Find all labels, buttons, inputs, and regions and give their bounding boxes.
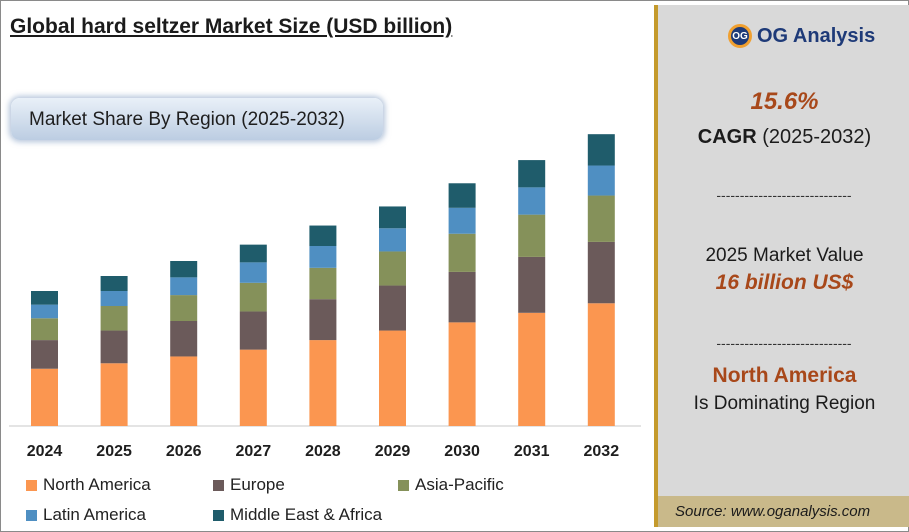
bar-segment [170,261,198,278]
bar-segment [379,330,406,426]
bar-segment [587,241,615,304]
legend-label: Asia-Pacific [415,475,504,494]
legend: North America Europe Asia-Pacific Latin … [26,475,586,531]
legend-swatch-north-america [26,479,37,491]
bar-segment [239,349,267,426]
bar-segment [518,312,546,426]
bar-segment [587,303,615,426]
dominating-region-label: Is Dominating Region [693,393,876,414]
divider-1: ----------------------------- [716,187,852,203]
bar-segment [448,207,476,234]
bar-segment [379,285,406,331]
bar-segment [100,330,128,364]
bar-segment [448,183,476,208]
bar-segment [309,246,337,268]
legend-label: Latin America [43,505,146,524]
legend-swatch-asia-pacific [398,479,409,491]
bar-segment [587,134,615,166]
bar-segment [309,340,337,426]
bar-segment [170,356,198,426]
bar-segment [379,206,406,229]
x-tick-label: 2028 [305,443,341,460]
logo-mark-icon: OG [728,24,752,48]
legend-swatch-latin-america [26,509,37,521]
og-analysis-logo: OG OG Analysis [728,24,875,48]
x-tick-label: 2025 [96,443,132,460]
stacked-bar-chart: 2024 2025 2026 2027 2028 2029 2030 2031 2032 [9,134,641,460]
bar-segment [170,321,198,357]
x-tick-label: 2029 [375,443,411,460]
bar-segment [309,299,337,341]
bar-segment [518,256,546,313]
legend-swatch-europe [213,479,224,491]
x-tick-label: 2026 [166,443,202,460]
bar-segment [31,291,58,305]
legend-item-asia-pacific: Asia-Pacific [398,475,504,495]
bar-segment [100,306,128,331]
bar-segment [518,160,546,188]
dominating-region: North America [712,364,857,387]
bar-segment [518,214,546,257]
divider-2: ----------------------------- [716,335,852,351]
legend-swatch-mea [213,509,224,521]
bar-segment [170,277,198,296]
market-value: 16 billion US$ [715,271,854,294]
legend-item-latin-america: Latin America [26,505,146,525]
legend-label: Europe [230,475,285,494]
bar-segment [170,295,198,321]
bar-segment [379,228,406,252]
bar-segment [309,267,337,300]
subtitle-banner: Market Share By Region (2025-2032) [11,98,383,140]
bar-segment [239,282,267,312]
bar-segment [31,304,58,319]
bar-segment [31,318,58,341]
summary-panel: OG OG Analysis 15.6% CAGR (2025-2032) --… [654,5,909,527]
chart-subtitle: Market Share By Region (2025-2032) [29,109,345,130]
bar-segment [309,225,337,246]
bar-segment [448,322,476,426]
bar-segment [100,276,128,291]
bar-segment [239,311,267,350]
x-tick-label: 2031 [514,443,550,460]
cagr-label-period: (2025-2032) [756,126,872,148]
x-tick-label: 2030 [444,443,480,460]
bar-segment [379,251,406,286]
bar-segment [239,262,267,283]
source-text[interactable]: Source: www.oganalysis.com [675,503,871,520]
bar-segment [587,165,615,196]
bar-segment [518,187,546,215]
legend-item-mea: Middle East & Africa [213,505,382,525]
legend-item-europe: Europe [213,475,285,495]
legend-item-north-america: North America [26,475,151,495]
x-tick-label: 2024 [27,443,63,460]
bar-segment [587,195,615,242]
bar-segment [448,233,476,272]
chart-title: Global hard seltzer Market Size (USD bil… [10,15,453,38]
legend-label: North America [43,475,151,494]
x-tick-label: 2032 [584,443,620,460]
source-bar: Source: www.oganalysis.com [658,496,909,527]
x-tick-label: 2027 [236,443,272,460]
cagr-value: 15.6% [750,88,819,115]
bar-segment [100,291,128,306]
cagr-label: CAGR (2025-2032) [658,126,909,149]
cagr-label-bold: CAGR [697,126,757,148]
market-value-label: 2025 Market Value [705,245,864,266]
bar-segment [31,340,58,369]
bar-segment [31,368,58,426]
legend-label: Middle East & Africa [230,505,383,524]
bar-segment [239,244,267,263]
bar-segment [100,363,128,426]
logo-text: OG Analysis [757,24,876,47]
bar-segment [448,271,476,323]
